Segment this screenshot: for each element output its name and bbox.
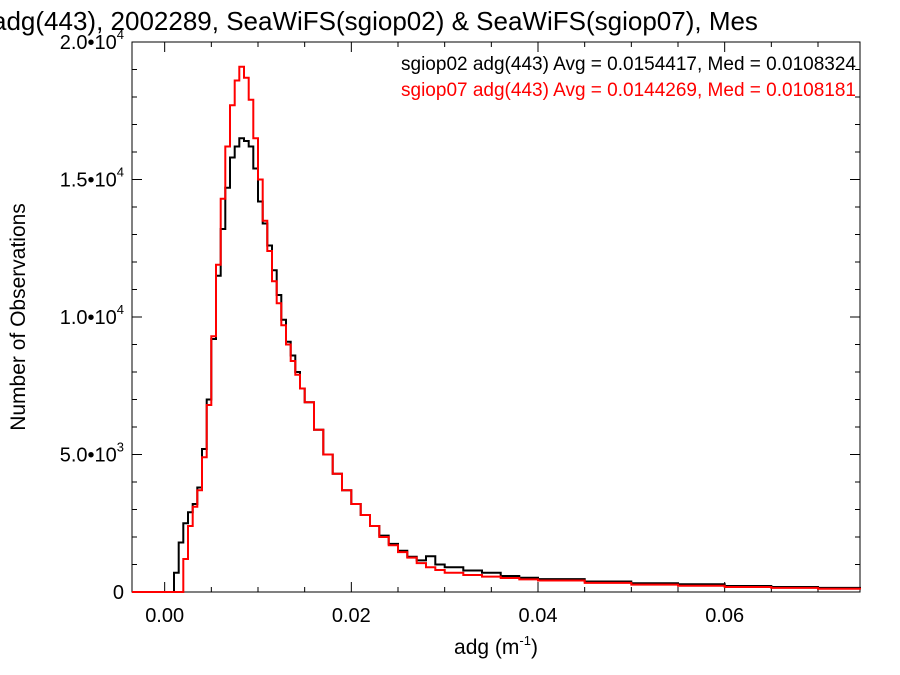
y-tick-label: 0: [113, 582, 124, 604]
legend-entry-sgiop07: sgiop07 adg(443) Avg = 0.0144269, Med = …: [401, 80, 856, 101]
plot-frame: [131, 41, 861, 593]
x-axis-label-base: adg (m: [454, 636, 519, 659]
y-tick-label: 1.0•104​: [60, 302, 124, 329]
x-axis: 0.00 0.02 0.04 0.06: [145, 42, 819, 627]
x-tick-label: 0.00: [145, 605, 184, 627]
y-axis: 0 5.0•103​ 1.0•104​ 1.5•104​ 2.0•104​: [60, 27, 860, 604]
y-axis-label: Number of Observations: [7, 203, 30, 431]
x-tick-label: 0.06: [705, 605, 744, 627]
y-tick-label: 1.5•104​: [60, 165, 124, 192]
series-layer: [132, 65, 861, 593]
legend-entry-sgiop02: sgiop02 adg(443) Avg = 0.0154417, Med = …: [401, 54, 856, 75]
y-tick-label: 2.0•104​: [60, 27, 124, 54]
chart-title: adg(443), 2002289, SeaWiFS(sgiop02) & Se…: [0, 6, 758, 36]
x-axis-label-superscript: -1: [519, 633, 531, 648]
y-tick-label: 5.0•103​: [60, 440, 124, 467]
x-axis-label: adg (m-1): [454, 633, 538, 659]
series-line-sgiop07: [132, 65, 861, 593]
series-line-sgiop02: [132, 137, 861, 593]
x-tick-label: 0.04: [519, 605, 558, 627]
x-axis-label-tail: ): [531, 636, 538, 659]
x-tick-label: 0.02: [332, 605, 371, 627]
